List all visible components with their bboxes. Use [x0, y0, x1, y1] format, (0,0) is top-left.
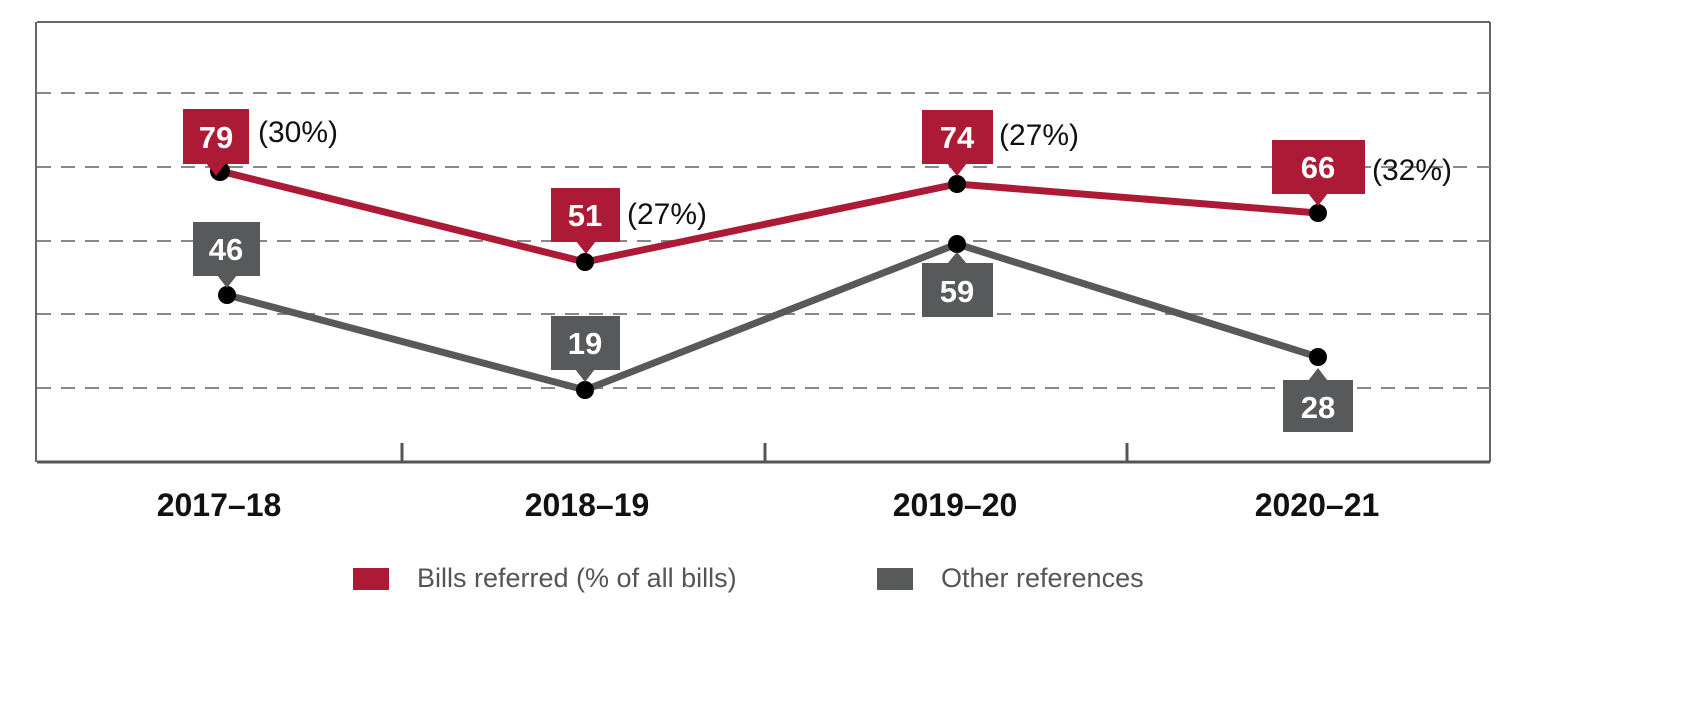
svg-text:79: 79	[199, 120, 233, 155]
svg-text:66: 66	[1301, 150, 1335, 185]
data-label-bills-3: 66 (32%)	[1272, 140, 1452, 206]
data-label-other-2: 59	[922, 252, 993, 317]
data-label-other-0: 46	[193, 222, 260, 288]
data-label-bills-0: 79 (30%)	[183, 109, 338, 176]
data-label-bills-1: 51 (27%)	[551, 188, 707, 254]
x-label: 2020–21	[1255, 487, 1380, 523]
svg-text:59: 59	[940, 274, 974, 309]
svg-text:(32%): (32%)	[1372, 154, 1452, 187]
svg-text:(27%): (27%)	[999, 119, 1079, 152]
legend-item-bills: Bills referred (% of all bills)	[353, 563, 737, 594]
data-label-other-1: 19	[551, 316, 620, 382]
x-label: 2019–20	[893, 487, 1018, 523]
legend-item-other: Other references	[877, 563, 1144, 594]
svg-text:51: 51	[568, 198, 602, 233]
x-axis-ticks	[400, 443, 1129, 462]
series-line-other	[226, 240, 1320, 394]
svg-text:28: 28	[1301, 390, 1335, 425]
svg-text:19: 19	[568, 326, 602, 361]
legend-swatch-other	[877, 567, 913, 590]
x-label: 2018–19	[525, 487, 650, 523]
svg-text:46: 46	[209, 232, 243, 267]
svg-text:74: 74	[940, 120, 975, 155]
svg-text:(30%): (30%)	[258, 116, 338, 149]
legend-label: Bills referred (% of all bills)	[417, 563, 737, 593]
data-label-other-3: 28	[1283, 368, 1353, 432]
legend-label: Other references	[941, 563, 1144, 593]
legend-swatch-bills	[353, 567, 389, 590]
x-label: 2017–18	[157, 487, 282, 523]
x-axis-labels: 2017–18 2018–19 2019–20 2020–21	[157, 487, 1380, 523]
series-line-bills	[219, 167, 1319, 266]
data-markers	[210, 161, 1327, 399]
gridlines	[37, 92, 1490, 389]
data-label-bills-2: 74 (27%)	[922, 110, 1079, 176]
svg-text:(27%): (27%)	[627, 198, 707, 231]
